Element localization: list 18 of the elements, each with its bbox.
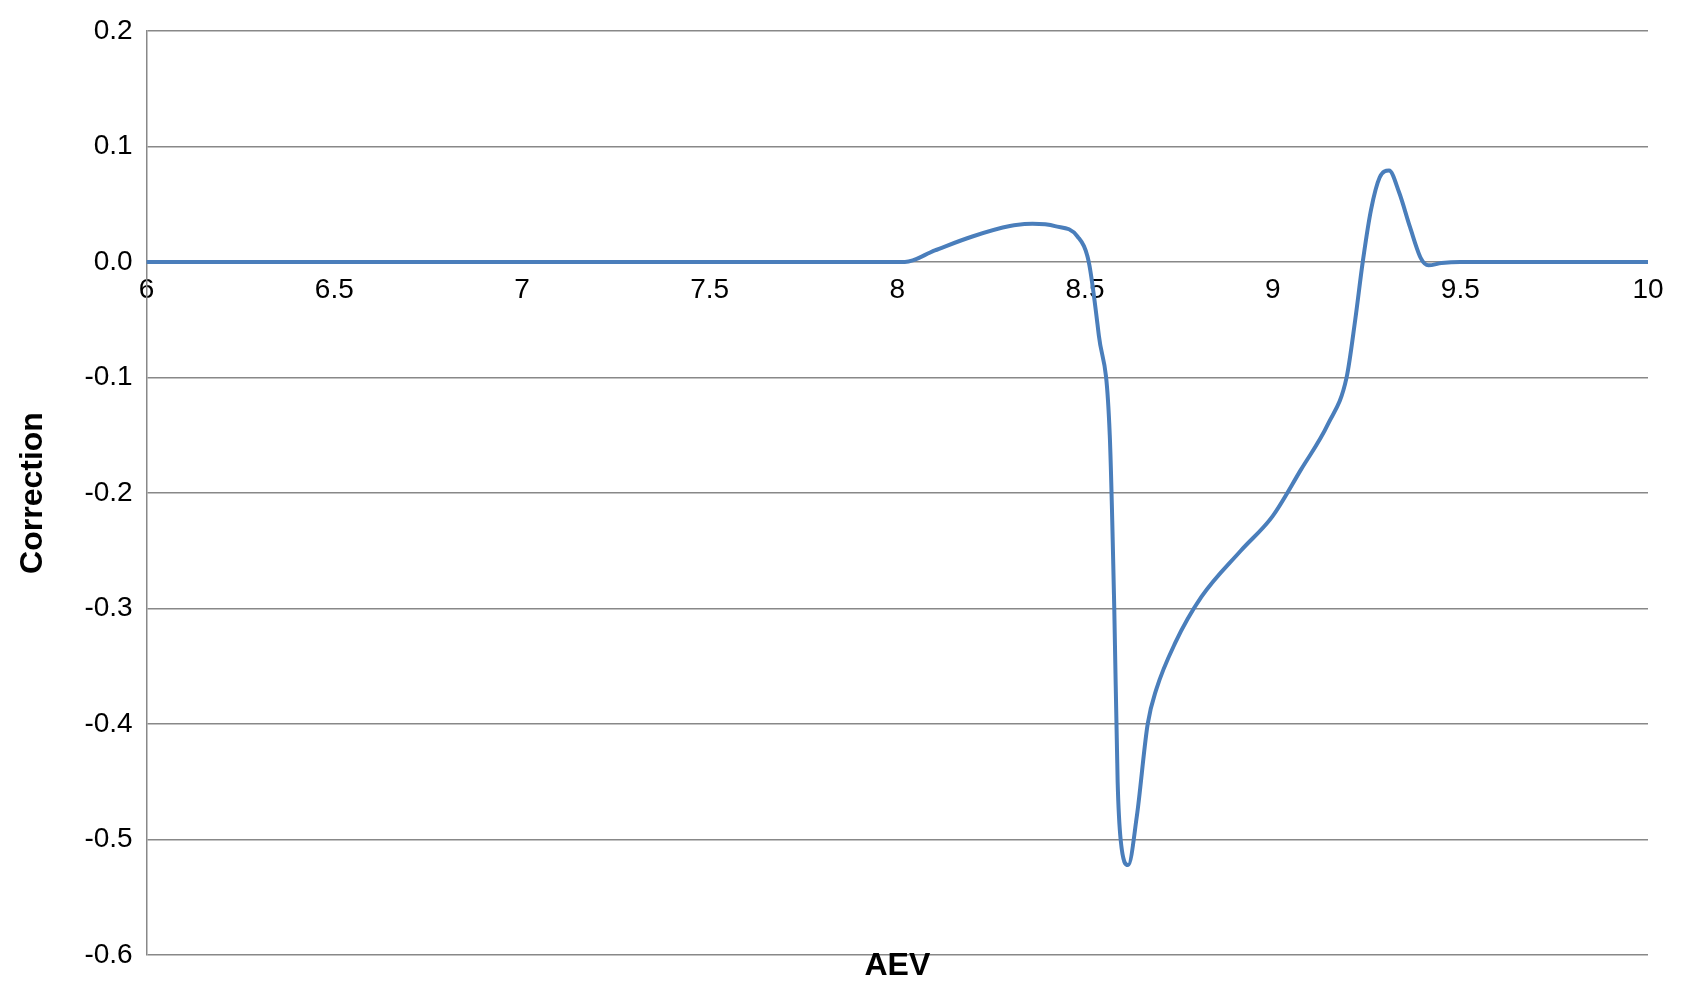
- y-tick-label: -0.2: [84, 475, 133, 507]
- x-axis-title: AEV: [864, 945, 931, 982]
- y-tick-label: -0.4: [84, 706, 133, 738]
- y-tick-label: -0.6: [84, 937, 133, 969]
- x-tick-label: 7.5: [690, 273, 730, 305]
- x-tick-label: 7: [514, 273, 530, 305]
- y-tick-label: 0.2: [93, 13, 133, 45]
- y-tick-label: -0.1: [84, 360, 133, 392]
- x-tick-label: 10: [1632, 273, 1664, 305]
- y-axis-title: Correction: [13, 412, 50, 574]
- x-tick-label: 8: [889, 273, 906, 305]
- y-tick-label: -0.5: [84, 822, 133, 854]
- y-tick-label: 0.1: [93, 129, 133, 161]
- x-tick-label: 9.5: [1440, 273, 1480, 305]
- x-tick-label: 9: [1264, 273, 1281, 305]
- x-tick-label: 6.5: [314, 273, 354, 305]
- y-tick-label: 0.0: [93, 244, 133, 276]
- y-tick-label: -0.3: [84, 591, 133, 623]
